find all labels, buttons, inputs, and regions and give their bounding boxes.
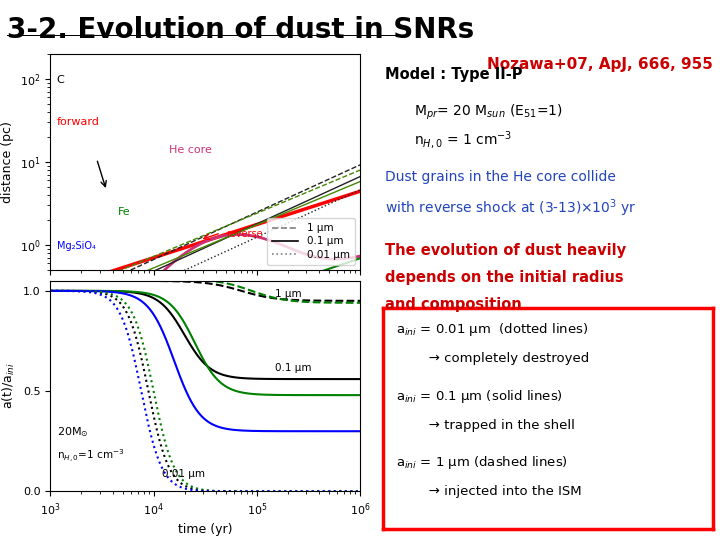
- Text: reverse: reverse: [226, 229, 262, 239]
- Text: n$_{H,0}$ = 1 cm$^{-3}$: n$_{H,0}$ = 1 cm$^{-3}$: [414, 130, 512, 151]
- Text: 0.1 μm: 0.1 μm: [275, 363, 312, 373]
- Text: → trapped in the shell: → trapped in the shell: [416, 418, 575, 431]
- Text: 3-2. Evolution of dust in SNRs: 3-2. Evolution of dust in SNRs: [7, 16, 474, 44]
- Text: a$_{ini}$ = 1 μm (dashed lines): a$_{ini}$ = 1 μm (dashed lines): [396, 454, 568, 471]
- Text: Model : Type II-P: Model : Type II-P: [385, 68, 523, 83]
- Text: forward: forward: [57, 117, 99, 127]
- Text: M$_{pr}$= 20 M$_{sun}$ (E$_{51}$=1): M$_{pr}$= 20 M$_{sun}$ (E$_{51}$=1): [414, 103, 563, 122]
- Text: C: C: [57, 75, 64, 85]
- Text: Mg₂SiO₄: Mg₂SiO₄: [57, 241, 96, 251]
- Legend: 1 μm, 0.1 μm, 0.01 μm: 1 μm, 0.1 μm, 0.01 μm: [267, 218, 355, 265]
- Text: Dust grains in the He core collide: Dust grains in the He core collide: [385, 170, 616, 184]
- Text: → injected into the ISM: → injected into the ISM: [416, 485, 582, 498]
- Text: n$_{H,0}$=1 cm$^{-3}$: n$_{H,0}$=1 cm$^{-3}$: [57, 447, 124, 464]
- Text: He core: He core: [168, 145, 212, 154]
- Text: Fe: Fe: [118, 207, 130, 217]
- Text: a$_{ini}$ = 0.01 μm  (dotted lines): a$_{ini}$ = 0.01 μm (dotted lines): [396, 321, 588, 338]
- X-axis label: time (yr): time (yr): [178, 523, 233, 536]
- Text: 0.01 μm: 0.01 μm: [162, 469, 204, 480]
- Text: The evolution of dust heavily: The evolution of dust heavily: [385, 243, 626, 258]
- Text: a$_{ini}$ = 0.1 μm (solid lines): a$_{ini}$ = 0.1 μm (solid lines): [396, 388, 563, 404]
- Text: with reverse shock at (3-13)×10$^{3}$ yr: with reverse shock at (3-13)×10$^{3}$ yr: [385, 197, 636, 219]
- Text: depends on the initial radius: depends on the initial radius: [385, 270, 624, 285]
- Y-axis label: distance (pc): distance (pc): [1, 121, 14, 203]
- Text: 20M$_{\odot}$: 20M$_{\odot}$: [57, 425, 89, 439]
- Text: Nozawa+07, ApJ, 666, 955: Nozawa+07, ApJ, 666, 955: [487, 57, 713, 72]
- Text: and composition: and composition: [385, 297, 522, 312]
- Y-axis label: a(t)/a$_{ini}$: a(t)/a$_{ini}$: [1, 363, 17, 409]
- Text: → completely destroyed: → completely destroyed: [416, 352, 589, 365]
- Text: 1 μm: 1 μm: [275, 289, 302, 299]
